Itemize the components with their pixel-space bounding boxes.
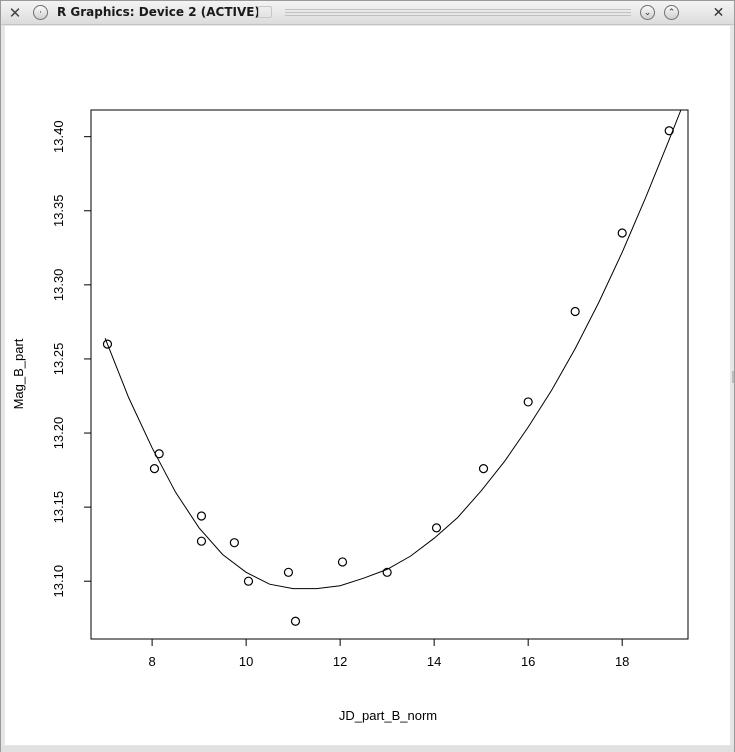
- window-bottom-edge[interactable]: [1, 746, 734, 752]
- window-ghost-icon: [258, 6, 272, 18]
- data-point: [290, 616, 301, 626]
- x-axis-label: JD_part_B_norm: [339, 708, 437, 723]
- plot-canvas: 8 10 12 14 16 18 13.10 13.15 13.20 13.25 13.30 13.…: [5, 26, 730, 745]
- y-tick-label: 13.40: [51, 120, 66, 153]
- y-tick-label: 13.25: [51, 343, 66, 376]
- data-point: [196, 536, 207, 546]
- data-point: [431, 523, 442, 533]
- data-point: [617, 228, 627, 238]
- data-point: [523, 397, 533, 407]
- scatter-plot: 8 10 12 14 16 18 13.1013.1513.2013.2513.3013.…: [11, 109, 689, 723]
- x-tick-label: 18: [615, 654, 629, 669]
- x-tools-icon[interactable]: ✕: [8, 3, 22, 22]
- x-axis: 8 10 12 14 16 18: [148, 639, 629, 669]
- plot-frame: [90, 109, 689, 640]
- data-point: [229, 538, 239, 548]
- x-tick-label: 8: [148, 654, 155, 669]
- data-point: [154, 449, 164, 459]
- y-tick-label: 13.20: [51, 417, 66, 450]
- data-point: [478, 463, 489, 474]
- data-point: [196, 511, 207, 521]
- data-point: [382, 567, 392, 577]
- data-point: [570, 306, 580, 317]
- maximize-icon[interactable]: ⌃: [664, 5, 679, 20]
- y-axis: 13.10 13.15 13.20 13.25 13.30 13.35 13.40: [51, 120, 91, 597]
- data-point: [337, 557, 348, 567]
- data-points: [102, 126, 674, 626]
- data-point: [243, 576, 254, 586]
- window-title: R Graphics: Device 2 (ACTIVE): [57, 5, 260, 19]
- resize-handle[interactable]: [732, 371, 734, 383]
- title-grip: [285, 9, 631, 17]
- y-axis-label: Mag_B_part: [11, 338, 26, 409]
- fitted-curve: [104, 109, 682, 590]
- data-point: [283, 567, 294, 577]
- data-point: [664, 126, 674, 136]
- y-tick-label: 13.35: [51, 194, 66, 227]
- y-tick-label: 13.30: [51, 269, 66, 302]
- data-point: [149, 463, 160, 474]
- data-point: [102, 339, 113, 349]
- y-tick-label: 13.15: [51, 491, 66, 524]
- minimize-icon[interactable]: ⌄: [640, 5, 655, 20]
- window-menu-icon[interactable]: ·: [33, 5, 48, 20]
- x-tick-label: 16: [521, 654, 535, 669]
- close-icon[interactable]: ✕: [712, 4, 725, 21]
- y-tick-label: 13.10: [51, 565, 66, 598]
- x-tick-label: 14: [427, 654, 441, 669]
- title-bar[interactable]: ✕ · R Graphics: Device 2 (ACTIVE) ⌄ ⌃ ✕: [1, 1, 734, 25]
- x-tick-label: 10: [239, 654, 253, 669]
- x-tick-label: 12: [333, 654, 347, 669]
